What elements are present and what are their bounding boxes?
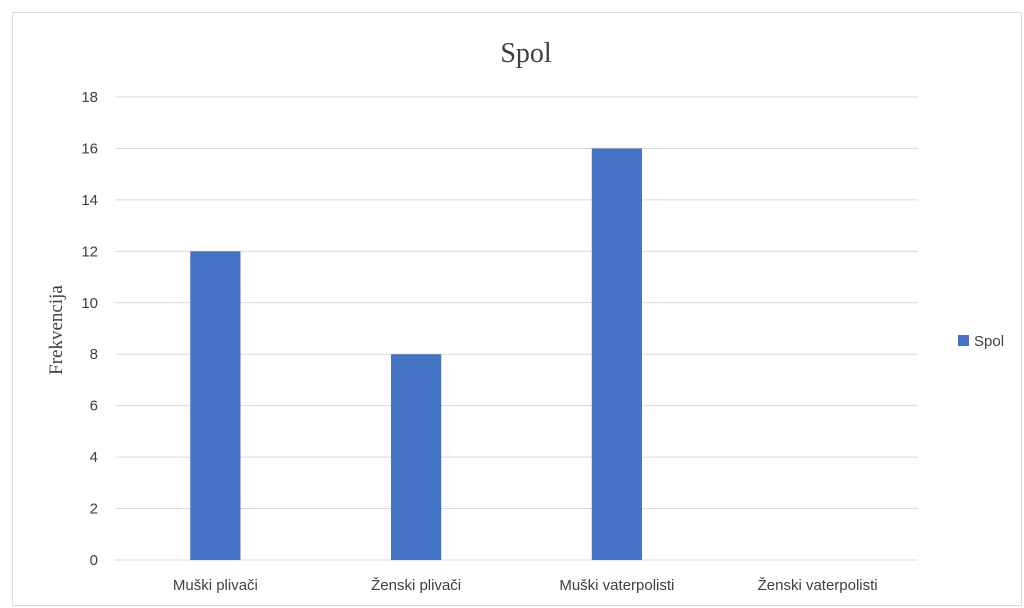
x-tick-label: Muški vaterpolisti [559, 577, 674, 594]
y-tick-label: 16 [81, 140, 98, 157]
y-axis-ticks: 0 2 4 6 8 10 12 14 16 18 [81, 89, 98, 569]
x-tick-label: Ženski plivači [371, 577, 461, 594]
chart-title: Spol [500, 38, 552, 69]
y-tick-label: 10 [81, 295, 98, 312]
bars [190, 148, 642, 561]
chart-frame [12, 12, 1022, 606]
legend-label: Spol [974, 333, 1004, 350]
x-tick-label: Muški plivači [173, 577, 258, 594]
y-tick-label: 4 [90, 449, 98, 466]
y-axis-label: Frekvencija [46, 285, 67, 375]
y-tick-label: 14 [81, 192, 98, 209]
legend-swatch [958, 335, 969, 346]
y-tick-label: 12 [81, 243, 98, 260]
y-tick-label: 6 [90, 398, 98, 415]
bar [391, 354, 442, 560]
bar [190, 251, 241, 561]
gridlines [115, 96, 918, 561]
bar [591, 148, 642, 560]
x-tick-label: Ženski vaterpolisti [758, 577, 878, 594]
y-tick-label: 18 [81, 89, 98, 106]
y-tick-label: 8 [90, 346, 98, 363]
y-tick-label: 0 [90, 552, 98, 569]
x-axis-ticks: Muški plivači Ženski plivači Muški vaterpo… [173, 577, 878, 594]
y-tick-label: 2 [90, 501, 98, 518]
legend: Spol [958, 333, 1004, 350]
